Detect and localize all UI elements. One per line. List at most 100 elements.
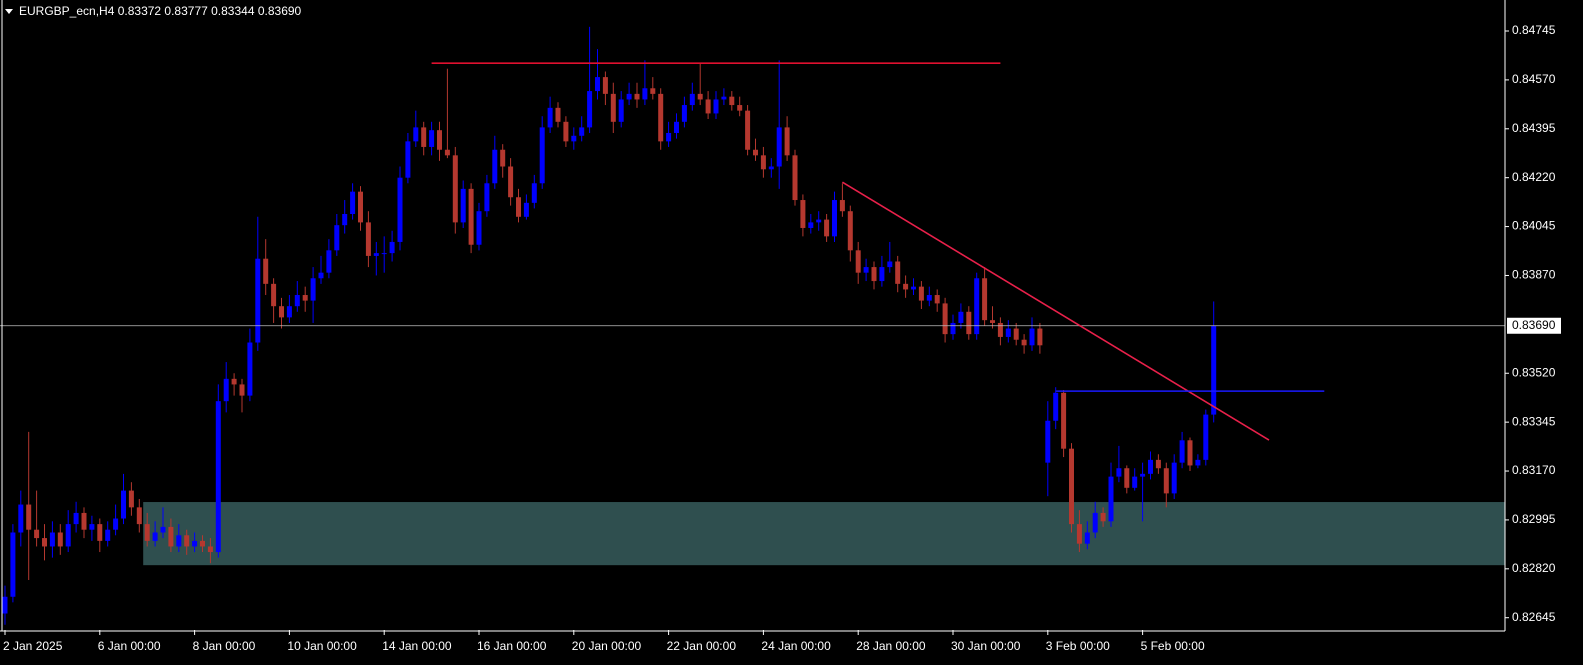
candle-body: [176, 535, 182, 547]
candle-body: [855, 250, 861, 273]
candle-body: [326, 250, 332, 273]
candle-body: [128, 490, 134, 508]
candle-body: [365, 222, 371, 256]
candle-body: [1021, 339, 1027, 346]
candle-body: [484, 183, 490, 212]
candle-body: [113, 518, 119, 530]
candle-body: [310, 278, 316, 301]
y-tick-label: 0.84395: [1512, 121, 1556, 135]
candle-body: [373, 253, 379, 256]
candle-body: [389, 241, 395, 254]
candle-body: [1013, 328, 1019, 340]
candle-body: [350, 191, 356, 215]
candle-body: [697, 93, 703, 100]
candle-body: [1211, 325, 1217, 415]
candle-body: [476, 211, 482, 245]
candle-body: [689, 93, 695, 106]
chart-header: EURGBP_ecn,H4 0.83372 0.83777 0.83344 0.…: [19, 4, 302, 18]
candle-body: [492, 149, 498, 184]
current-price-label: 0.83690: [1512, 318, 1556, 332]
candle-body: [539, 127, 545, 184]
candle-body: [452, 155, 458, 223]
candle-body: [468, 188, 474, 245]
candle-body: [911, 286, 916, 290]
candle-body: [839, 200, 845, 212]
candle-body: [547, 107, 553, 128]
x-tick-label: 6 Jan 00:00: [98, 639, 161, 653]
candle-body: [595, 77, 600, 92]
candle-body: [413, 127, 419, 142]
candle-body: [1076, 524, 1082, 544]
candle-body: [1037, 328, 1043, 346]
candle-body: [658, 93, 664, 142]
candle-body: [358, 191, 363, 223]
candle-body: [1203, 414, 1209, 460]
candle-body: [1124, 468, 1130, 488]
candle-body: [903, 283, 909, 290]
candle-body: [255, 258, 261, 343]
candle-body: [974, 278, 980, 335]
candle-body: [950, 322, 956, 335]
candle-body: [705, 99, 711, 114]
candle-body: [89, 524, 95, 530]
candle-body: [2, 596, 8, 614]
x-tick-label: 30 Jan 00:00: [951, 639, 1021, 653]
candle-body: [1100, 512, 1106, 522]
candle-body: [381, 253, 387, 255]
candle-body: [745, 110, 751, 150]
candle-body: [508, 166, 514, 198]
candle-body: [294, 295, 300, 307]
y-tick-label: 0.82995: [1512, 512, 1556, 526]
candle-body: [1187, 440, 1193, 466]
x-tick-label: 10 Jan 00:00: [287, 639, 357, 653]
candle-body: [18, 504, 24, 533]
candle-body: [587, 91, 593, 128]
candle-body: [318, 272, 324, 279]
candle-body: [824, 219, 830, 237]
candle-body: [776, 127, 782, 167]
candle-body: [437, 130, 442, 150]
candle-body: [634, 93, 640, 100]
candle-body: [887, 261, 893, 268]
candle-body: [302, 295, 308, 301]
candle-body: [1155, 459, 1161, 469]
candle-body: [42, 538, 47, 547]
candle-body: [737, 105, 743, 111]
candle-body: [1005, 328, 1011, 337]
candle-body: [808, 222, 814, 228]
candle-body: [152, 532, 158, 541]
candle-body: [263, 258, 269, 284]
x-tick-label: 24 Jan 00:00: [761, 639, 831, 653]
x-tick-label: 20 Jan 00:00: [572, 639, 642, 653]
candle-body: [1148, 459, 1153, 474]
candle-body: [531, 183, 537, 203]
candle-body: [97, 524, 103, 541]
candle-body: [681, 105, 687, 122]
candle-body: [192, 540, 198, 547]
candle-body: [500, 149, 506, 167]
candle-body: [610, 93, 616, 122]
y-tick-label: 0.83870: [1512, 268, 1556, 282]
header-arrow[interactable]: [5, 9, 13, 14]
candle-body: [879, 267, 885, 282]
candle-body: [144, 524, 150, 541]
x-tick-label: 22 Jan 00:00: [667, 639, 737, 653]
candle-body: [231, 378, 237, 385]
y-tick-label: 0.83520: [1512, 365, 1556, 379]
candle-body: [895, 261, 901, 284]
candle-body: [1061, 392, 1067, 449]
chart-object-line: [841, 181, 1270, 441]
candle-body: [579, 127, 585, 136]
candle-body: [334, 225, 340, 251]
y-tick-label: 0.84570: [1512, 72, 1556, 86]
candle-body: [516, 197, 521, 217]
candle-body: [1108, 476, 1114, 522]
candle-body: [784, 127, 790, 156]
candle-body: [200, 540, 205, 547]
candle-body: [65, 524, 71, 547]
candle-body: [121, 490, 126, 519]
candle-body: [934, 295, 940, 304]
candle-body: [215, 401, 221, 553]
candle-body: [626, 93, 632, 100]
